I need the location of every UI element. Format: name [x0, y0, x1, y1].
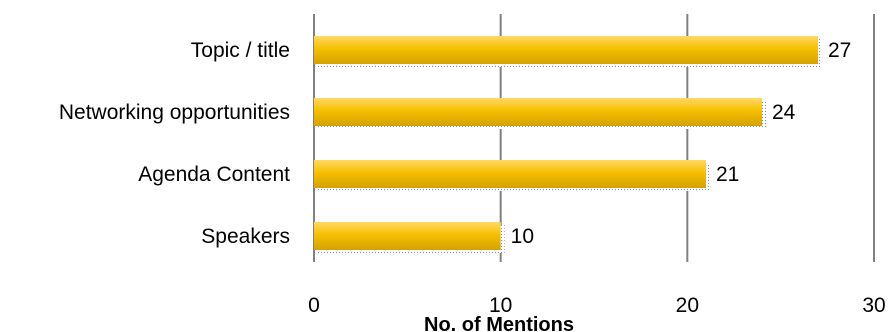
- x-tick-label: 10: [489, 294, 512, 317]
- category-label: Speakers: [201, 225, 290, 248]
- x-tick-label: 0: [308, 294, 320, 317]
- category-label: Agenda Content: [138, 163, 290, 186]
- x-tick-label: 20: [676, 294, 699, 317]
- bar: [314, 98, 762, 126]
- data-label: 10: [511, 225, 534, 248]
- x-axis-title: No. of Mentions: [424, 314, 574, 332]
- category-label: Topic / title: [191, 39, 290, 62]
- data-label: 24: [772, 101, 796, 124]
- category-label: Networking opportunities: [59, 101, 290, 124]
- x-tick-label: 30: [862, 294, 885, 317]
- data-labels: 27 24 21 10: [511, 39, 852, 248]
- category-labels: Topic / title Networking opportunities Age…: [59, 39, 290, 248]
- bar: [314, 36, 818, 64]
- data-label: 27: [828, 39, 851, 62]
- bar: [314, 222, 501, 250]
- x-tick-labels: 0 10 20 30: [308, 294, 886, 317]
- data-label: 21: [716, 163, 739, 186]
- bar: [314, 160, 706, 188]
- bars: [314, 36, 822, 253]
